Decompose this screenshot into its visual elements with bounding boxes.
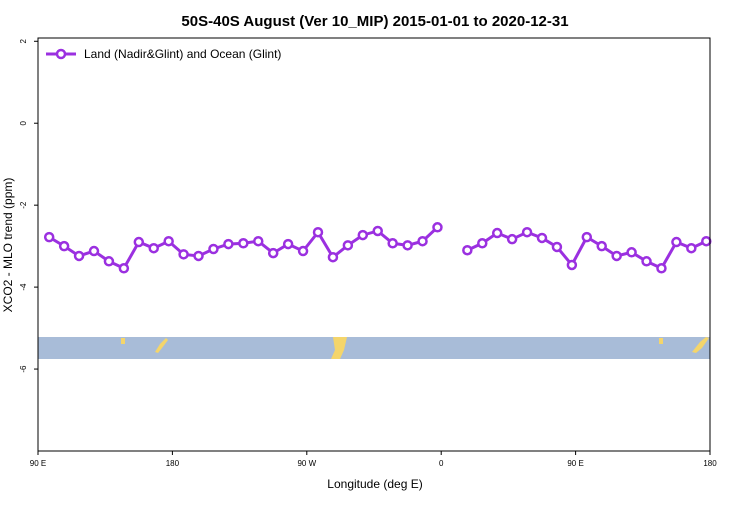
- data-point: [253, 235, 264, 247]
- data-point: [178, 249, 189, 260]
- data-point: [641, 256, 652, 267]
- chart-title: 50S-40S August (Ver 10_MIP) 2015-01-01 t…: [181, 13, 568, 30]
- land-patches: [121, 337, 709, 359]
- data-point: [148, 242, 159, 254]
- y-axis-label: XCO2 - MLO trend (ppm): [1, 178, 15, 313]
- data-point: [43, 231, 55, 243]
- data-point: [342, 240, 354, 251]
- data-point: [103, 256, 115, 267]
- data-point: [626, 247, 637, 258]
- data-point: [387, 238, 398, 249]
- data-point: [133, 236, 145, 248]
- data-point: [656, 263, 667, 274]
- data-point: [686, 242, 697, 254]
- land-band: [38, 337, 710, 359]
- x-axis-label: Longitude (deg E): [327, 477, 422, 491]
- data-point: [163, 235, 174, 247]
- data-point: [282, 238, 294, 250]
- data-point: [327, 251, 339, 263]
- y-tick-label: -2: [19, 201, 28, 209]
- data-point: [462, 244, 473, 256]
- data-point: [417, 235, 428, 247]
- data-point: [297, 245, 309, 257]
- data-point: [88, 245, 100, 257]
- x-tick-label: 90 E: [567, 459, 583, 468]
- x-tick-label: 180: [703, 459, 717, 468]
- data-point: [223, 238, 234, 250]
- data-point: [491, 227, 503, 239]
- data-point: [402, 240, 413, 251]
- plot-frame: [37, 37, 711, 452]
- data-point: [536, 232, 548, 244]
- data-point: [432, 222, 443, 233]
- x-tick-label: 0: [439, 459, 444, 468]
- y-tick-label: 0: [19, 120, 28, 125]
- data-point: [671, 236, 682, 248]
- legend-marker: [55, 48, 67, 60]
- data-point: [193, 250, 204, 262]
- y-tick-label: -4: [19, 283, 28, 291]
- data-point: [566, 259, 578, 271]
- data-point: [477, 238, 488, 249]
- y-tick-label: 2: [19, 39, 28, 44]
- y-tick-label: -6: [19, 365, 28, 373]
- data-point: [551, 241, 563, 253]
- data-point: [118, 263, 130, 274]
- data-point: [521, 226, 533, 238]
- data-point: [506, 233, 518, 245]
- data-point: [596, 240, 607, 252]
- legend-label: Land (Nadir&Glint) and Ocean (Glint): [84, 47, 281, 61]
- x-tick-label: 180: [166, 459, 180, 468]
- data-point: [312, 226, 324, 238]
- data-point: [357, 229, 369, 241]
- data-point: [238, 238, 249, 249]
- x-tick-label: 90 W: [297, 459, 316, 468]
- data-point: [267, 247, 279, 259]
- x-tick-label: 90 E: [30, 459, 46, 468]
- data-point: [611, 250, 622, 262]
- data-point: [581, 231, 593, 243]
- data-point: [73, 250, 85, 262]
- data-point: [372, 225, 383, 237]
- data-point: [58, 240, 70, 252]
- data-point: [208, 243, 219, 255]
- data-point: [701, 235, 712, 247]
